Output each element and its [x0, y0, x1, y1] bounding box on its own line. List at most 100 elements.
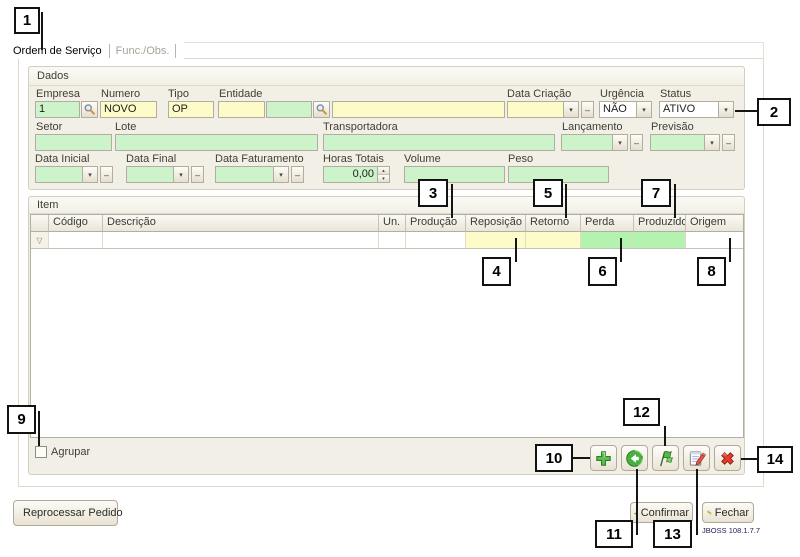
chevron-down-icon[interactable]: ▾: [563, 102, 578, 117]
col-header-retorno[interactable]: Retorno: [526, 215, 581, 232]
callout-11: 11: [595, 520, 633, 548]
callout-7: 7: [641, 179, 671, 207]
lancamento-clear-button[interactable]: –: [630, 134, 643, 151]
chevron-down-icon[interactable]: ▾: [636, 102, 651, 117]
status-value[interactable]: ATIVO: [663, 103, 696, 115]
previsao-clear-button[interactable]: –: [722, 134, 735, 151]
callout-12: 12: [623, 398, 660, 426]
volume-field[interactable]: [404, 166, 505, 183]
data-inicial-value[interactable]: [36, 167, 82, 182]
tipo-field[interactable]: OP: [168, 101, 214, 118]
callout-line-2: [735, 110, 757, 112]
callout-line-10: [573, 457, 590, 459]
tab-ordem-de-servico[interactable]: Ordem de Serviço: [13, 44, 102, 57]
lote-field[interactable]: [115, 134, 318, 151]
cell-un[interactable]: [379, 232, 406, 249]
item-title: Item: [37, 199, 59, 211]
spin-down-icon[interactable]: ▾: [378, 175, 389, 182]
agrupar-checkbox[interactable]: [35, 446, 47, 458]
data-faturamento-value[interactable]: [216, 167, 273, 182]
cell-origem[interactable]: [686, 232, 743, 249]
fechar-button[interactable]: Fechar: [702, 502, 754, 523]
lancamento-value[interactable]: [562, 135, 612, 150]
status-dropdown[interactable]: ATIVO ▾: [659, 101, 734, 118]
cell-codigo[interactable]: [49, 232, 103, 249]
previsao-value[interactable]: [651, 135, 704, 150]
data-inicial-field[interactable]: ▾: [35, 166, 98, 183]
data-criacao-clear-button[interactable]: –: [581, 101, 594, 118]
col-header-descricao[interactable]: Descrição: [103, 215, 379, 232]
empresa-search-button[interactable]: [81, 101, 98, 118]
col-header-origem[interactable]: Origem: [686, 215, 743, 232]
col-header-perda[interactable]: Perda: [581, 215, 634, 232]
previsao-field[interactable]: ▾: [650, 134, 720, 151]
cell-retorno[interactable]: [526, 232, 581, 249]
horas-totais-value[interactable]: 0,00: [352, 168, 374, 180]
edit-item-button[interactable]: [683, 445, 710, 471]
data-final-value[interactable]: [127, 167, 173, 182]
tab-func-obs[interactable]: Func./Obs.: [115, 44, 170, 57]
add-item-button[interactable]: [590, 445, 617, 471]
chevron-down-icon[interactable]: ▾: [173, 167, 188, 182]
data-inicial-clear-button[interactable]: –: [100, 166, 113, 183]
callout-6: 6: [588, 257, 617, 286]
data-criacao-value[interactable]: [508, 102, 563, 117]
col-header-producao[interactable]: Produção: [406, 215, 466, 232]
urgencia-value[interactable]: NÃO: [603, 103, 627, 115]
entidade-code-field[interactable]: [218, 101, 265, 118]
red-x-icon: [721, 451, 734, 465]
chevron-down-icon[interactable]: ▾: [82, 167, 97, 182]
col-header-reposicao[interactable]: Reposição: [466, 215, 526, 232]
chevron-down-icon[interactable]: ▾: [718, 102, 733, 117]
col-header-produzido[interactable]: Produzido: [634, 215, 686, 232]
transportadora-field[interactable]: [323, 134, 555, 151]
reprocessar-pedido-label: Reprocessar Pedido: [23, 507, 123, 519]
confirmar-label: Confirmar: [640, 506, 689, 519]
callout-3: 3: [418, 179, 448, 207]
callout-line-6: [620, 238, 622, 262]
numero-field[interactable]: NOVO: [100, 101, 157, 118]
horas-totais-label: Horas Totais: [323, 153, 384, 165]
footsteps-icon: [707, 510, 712, 515]
cell-reposicao[interactable]: [466, 232, 526, 249]
entidade-search-button[interactable]: [313, 101, 330, 118]
row-filter-cell[interactable]: ▽: [31, 232, 49, 249]
data-final-clear-button[interactable]: –: [191, 166, 204, 183]
data-faturamento-field[interactable]: ▾: [215, 166, 289, 183]
entidade-aux-field[interactable]: [266, 101, 312, 118]
data-faturamento-clear-button[interactable]: –: [291, 166, 304, 183]
col-header-un[interactable]: Un.: [379, 215, 406, 232]
data-criacao-field[interactable]: ▾: [507, 101, 579, 118]
empresa-field[interactable]: 1: [35, 101, 80, 118]
chevron-down-icon[interactable]: ▾: [704, 135, 719, 150]
transportadora-label: Transportadora: [323, 121, 398, 133]
entidade-name-field[interactable]: [332, 101, 505, 118]
apply-flag-button[interactable]: [652, 445, 679, 471]
cell-produzido[interactable]: [634, 232, 686, 249]
back-button[interactable]: [621, 445, 648, 471]
cell-producao[interactable]: [406, 232, 466, 249]
spin-up-icon[interactable]: ▴: [378, 167, 389, 175]
status-label: Status: [660, 88, 692, 100]
reprocessar-pedido-button[interactable]: Reprocessar Pedido: [13, 500, 123, 526]
callout-line-4: [515, 238, 517, 262]
data-inicial-label: Data Inicial: [35, 153, 90, 165]
cell-perda[interactable]: [581, 232, 634, 249]
delete-item-button[interactable]: [714, 445, 741, 471]
chevron-down-icon[interactable]: ▾: [273, 167, 288, 182]
urgencia-label: Urgência: [600, 88, 645, 100]
search-icon: [316, 104, 327, 115]
urgencia-dropdown[interactable]: NÃO ▾: [599, 101, 652, 118]
data-final-field[interactable]: ▾: [126, 166, 189, 183]
lancamento-field[interactable]: ▾: [561, 134, 628, 151]
setor-field[interactable]: [35, 134, 112, 151]
callout-4: 4: [482, 257, 511, 286]
col-header-codigo[interactable]: Código: [49, 215, 103, 232]
edit-note-icon: [689, 450, 706, 466]
callout-2: 2: [757, 98, 791, 126]
cell-descricao[interactable]: [103, 232, 379, 249]
horas-totais-spinner[interactable]: ▴ ▾: [377, 167, 389, 182]
confirmar-button[interactable]: Confirmar: [630, 502, 693, 523]
horas-totais-field[interactable]: 0,00 ▴ ▾: [323, 166, 390, 183]
chevron-down-icon[interactable]: ▾: [612, 135, 627, 150]
